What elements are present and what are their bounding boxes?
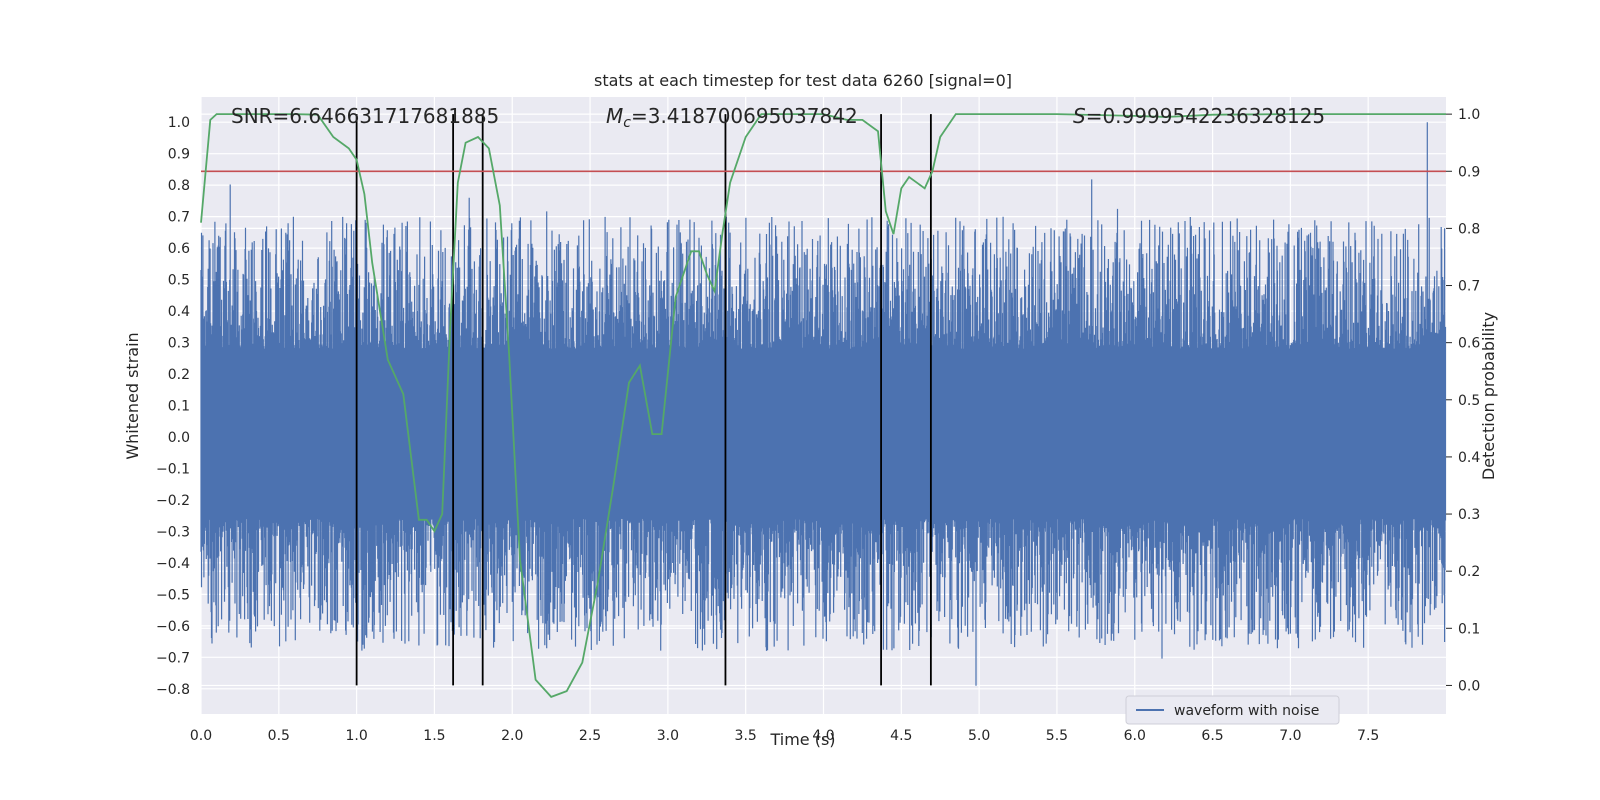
right-y-tick-label: 0.3	[1458, 507, 1480, 523]
x-tick-label: 6.5	[1201, 728, 1223, 744]
left-y-tick-label: −0.7	[156, 650, 190, 666]
right-y-tick-label: 0.2	[1458, 564, 1480, 580]
left-y-tick-label: 0.3	[168, 336, 190, 352]
x-tick-label: 5.0	[968, 728, 990, 744]
left-y-tick-label: 0.6	[168, 241, 190, 257]
left-y-tick-label: 1.0	[168, 115, 190, 131]
left-y-tick-label: 0.8	[168, 178, 190, 194]
left-y-tick-label: −0.4	[156, 556, 190, 572]
left-y-tick-label: −0.8	[156, 682, 190, 698]
x-tick-label: 7.5	[1357, 728, 1379, 744]
x-tick-label: 0.5	[268, 728, 290, 744]
left-y-tick-label: 0.1	[168, 399, 190, 415]
x-tick-label: 4.0	[812, 728, 834, 744]
legend-label-waveform: waveform with noise	[1174, 703, 1319, 719]
detection-probability-line	[200, 113, 1446, 698]
x-tick-label: 0.0	[190, 728, 212, 744]
x-tick-label: 7.0	[1279, 728, 1301, 744]
left-y-tick-label: −0.1	[156, 461, 190, 477]
left-y-tick-label: −0.2	[156, 493, 190, 509]
x-tick-label: 1.0	[345, 728, 367, 744]
right-y-tick-label: 0.9	[1458, 164, 1480, 180]
x-tick-labels: 0.0 0.5 1.0 1.5 2.0 2.5 3.0 3.5 4.0 4.5 5.0 5.5 6.0 6…	[190, 728, 1379, 744]
right-y-tick-labels: 0.0 0.1 0.2 0.3 0.4 0.5 0.6 0.7 0.8 0.9 1.0	[1446, 107, 1480, 694]
x-tick-label: 3.5	[735, 728, 757, 744]
x-tick-label: 5.5	[1046, 728, 1068, 744]
score-annotation: S=0.9999542236328125	[1073, 104, 1325, 128]
right-y-tick-label: 0.8	[1458, 221, 1480, 237]
left-y-tick-label: 0.7	[168, 210, 190, 226]
left-y-tick-label: 0.4	[168, 304, 190, 320]
legend: waveform with noise	[1125, 695, 1340, 725]
x-axis-label: Time (s)	[769, 730, 835, 749]
right-y-tick-label: 0.1	[1458, 621, 1480, 637]
x-tick-label: 1.5	[423, 728, 445, 744]
left-y-tick-label: 0.9	[168, 147, 190, 163]
waveform-spikes	[200, 122, 1447, 686]
chirp-mass-annotation: Mc=3.418700695037842	[606, 104, 858, 131]
right-y-tick-label: 0.0	[1458, 678, 1480, 694]
left-y-tick-label: 0.0	[168, 430, 190, 446]
right-y-axis-label: Detection probability	[1479, 312, 1498, 480]
right-y-tick-label: 0.6	[1458, 336, 1480, 352]
left-y-tick-label: −0.3	[156, 524, 190, 540]
left-y-tick-label: −0.5	[156, 587, 190, 603]
x-tick-label: 2.5	[579, 728, 601, 744]
right-y-tick-label: 0.4	[1458, 450, 1480, 466]
x-tick-label: 4.5	[890, 728, 912, 744]
x-tick-label: 2.0	[501, 728, 523, 744]
left-y-axis-label: Whitened strain	[123, 332, 142, 459]
left-y-tick-label: 0.5	[168, 273, 190, 289]
right-y-tick-label: 1.0	[1458, 107, 1480, 123]
left-y-tick-label: 0.2	[168, 367, 190, 383]
left-y-tick-labels: −0.8 −0.7 −0.6 −0.5 −0.4 −0.3 −0.2 −0.1 0.0 0.1 0.…	[156, 115, 190, 698]
snr-annotation: SNR=6.646631717681885	[231, 104, 499, 128]
right-y-tick-label: 0.5	[1458, 393, 1480, 409]
chart-title: stats at each timestep for test data 626…	[594, 71, 1012, 90]
x-tick-label: 3.0	[657, 728, 679, 744]
left-y-tick-label: −0.6	[156, 619, 190, 635]
x-tick-label: 6.0	[1124, 728, 1146, 744]
right-y-tick-label: 0.7	[1458, 279, 1480, 295]
